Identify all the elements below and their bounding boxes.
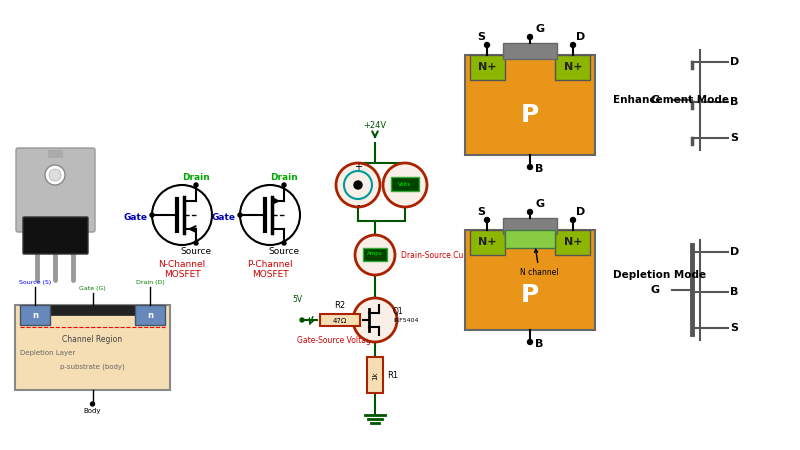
Text: S: S bbox=[477, 32, 485, 42]
Circle shape bbox=[570, 217, 575, 222]
Text: Channel Region: Channel Region bbox=[62, 336, 122, 345]
Bar bbox=[320, 314, 360, 326]
Text: S: S bbox=[730, 133, 738, 143]
Text: P: P bbox=[521, 283, 539, 307]
Text: N+: N+ bbox=[478, 237, 496, 247]
Text: +: + bbox=[354, 162, 362, 172]
Text: B: B bbox=[535, 339, 543, 349]
FancyBboxPatch shape bbox=[23, 217, 88, 254]
Text: Body: Body bbox=[84, 408, 102, 414]
Text: Drain: Drain bbox=[270, 173, 298, 182]
Text: Gate (G): Gate (G) bbox=[79, 286, 106, 291]
Text: S: S bbox=[477, 207, 485, 217]
Text: +24V: +24V bbox=[363, 121, 386, 130]
Text: p-substrate (body): p-substrate (body) bbox=[60, 364, 125, 370]
Text: Gate: Gate bbox=[123, 212, 147, 221]
Text: B: B bbox=[730, 287, 738, 297]
Text: -: - bbox=[356, 200, 360, 210]
Circle shape bbox=[49, 169, 61, 181]
Circle shape bbox=[45, 165, 65, 185]
Circle shape bbox=[527, 35, 533, 40]
Bar bbox=[391, 177, 419, 191]
Bar bbox=[503, 218, 557, 234]
Circle shape bbox=[527, 339, 533, 345]
Bar bbox=[367, 357, 383, 393]
Circle shape bbox=[336, 163, 380, 207]
Text: N-Channel
MOSFET: N-Channel MOSFET bbox=[158, 260, 206, 279]
Bar bbox=[503, 43, 557, 59]
Circle shape bbox=[300, 318, 304, 322]
Circle shape bbox=[485, 42, 490, 48]
Text: Source: Source bbox=[269, 247, 299, 256]
Text: Depletion Layer: Depletion Layer bbox=[20, 350, 75, 356]
Text: n: n bbox=[32, 310, 38, 320]
Text: D: D bbox=[576, 207, 586, 217]
Text: Q1: Q1 bbox=[393, 307, 404, 316]
Text: Drain: Drain bbox=[182, 173, 210, 182]
Text: G: G bbox=[535, 24, 544, 34]
Text: G: G bbox=[650, 95, 659, 105]
Circle shape bbox=[485, 217, 490, 222]
Circle shape bbox=[354, 181, 362, 189]
Text: Drain (D): Drain (D) bbox=[136, 280, 164, 285]
Text: 5V: 5V bbox=[292, 295, 302, 304]
Text: S: S bbox=[730, 323, 738, 333]
Text: G: G bbox=[535, 199, 544, 209]
Text: IRF5404: IRF5404 bbox=[393, 318, 418, 323]
Bar bbox=[465, 55, 595, 155]
Circle shape bbox=[282, 241, 286, 245]
Text: Source: Source bbox=[181, 247, 211, 256]
Bar bbox=[15, 305, 170, 390]
Bar bbox=[135, 305, 165, 325]
Circle shape bbox=[355, 235, 395, 275]
Text: Amps: Amps bbox=[367, 252, 383, 256]
Text: Depletion Mode: Depletion Mode bbox=[613, 270, 706, 280]
Text: n: n bbox=[147, 310, 153, 320]
Text: Gate: Gate bbox=[211, 212, 235, 221]
Text: N channel: N channel bbox=[520, 249, 558, 277]
Text: N+: N+ bbox=[478, 62, 496, 72]
Circle shape bbox=[527, 210, 533, 215]
Bar bbox=[470, 55, 505, 80]
Text: B: B bbox=[730, 97, 738, 107]
Bar bbox=[465, 230, 595, 330]
Text: Volts: Volts bbox=[398, 181, 412, 186]
Text: D: D bbox=[730, 247, 739, 257]
Bar bbox=[555, 230, 590, 255]
Text: G: G bbox=[650, 285, 659, 295]
Text: N+: N+ bbox=[564, 62, 582, 72]
Text: B: B bbox=[535, 164, 543, 174]
Text: Enhancement Mode: Enhancement Mode bbox=[613, 95, 729, 105]
Circle shape bbox=[527, 165, 533, 170]
Bar bbox=[363, 248, 387, 261]
Circle shape bbox=[353, 298, 397, 342]
Bar bbox=[20, 305, 50, 325]
Text: D: D bbox=[730, 57, 739, 67]
Text: P-Channel
MOSFET: P-Channel MOSFET bbox=[247, 260, 293, 279]
Text: R1: R1 bbox=[387, 370, 398, 379]
FancyBboxPatch shape bbox=[16, 148, 95, 232]
Text: D: D bbox=[576, 32, 586, 42]
Circle shape bbox=[282, 183, 286, 187]
Bar bbox=[48, 150, 63, 158]
Circle shape bbox=[194, 241, 198, 245]
Text: 47Ω: 47Ω bbox=[333, 318, 347, 324]
Text: Source (S): Source (S) bbox=[19, 280, 51, 285]
Text: R2: R2 bbox=[334, 301, 346, 310]
Circle shape bbox=[194, 183, 198, 187]
Circle shape bbox=[150, 213, 154, 217]
Text: 1k: 1k bbox=[372, 372, 378, 380]
Text: P: P bbox=[521, 103, 539, 127]
Bar bbox=[40, 305, 145, 315]
Text: Gate-Source Voltage: Gate-Source Voltage bbox=[297, 336, 375, 345]
Text: Drain-Source Current: Drain-Source Current bbox=[401, 251, 482, 260]
Bar bbox=[470, 230, 505, 255]
Text: N+: N+ bbox=[564, 237, 582, 247]
Circle shape bbox=[570, 42, 575, 48]
Circle shape bbox=[238, 213, 242, 217]
Circle shape bbox=[383, 163, 427, 207]
Bar bbox=[505, 230, 555, 248]
Circle shape bbox=[90, 402, 94, 406]
Bar bbox=[555, 55, 590, 80]
